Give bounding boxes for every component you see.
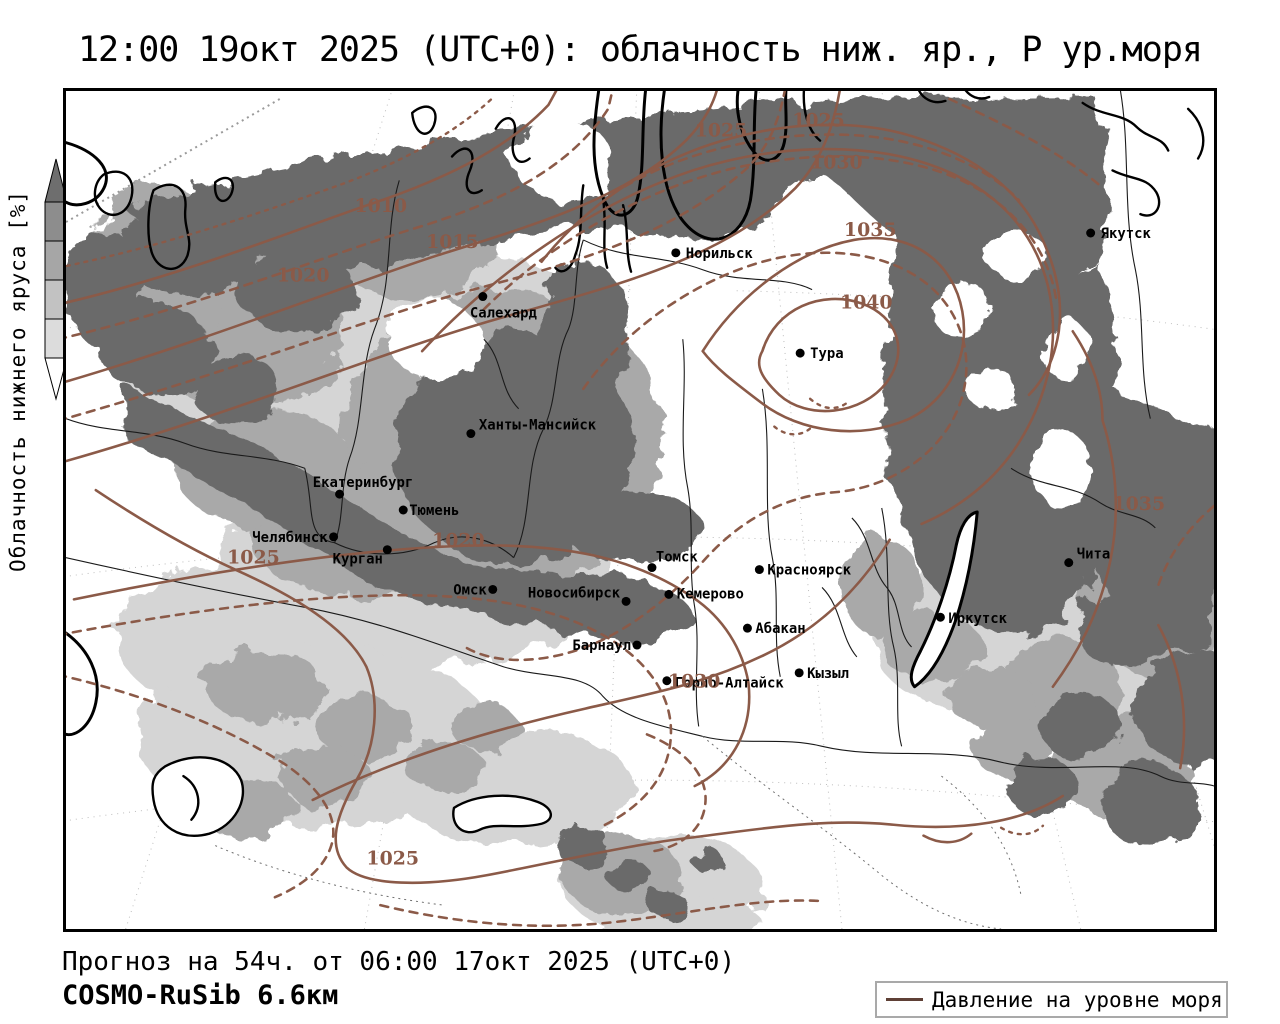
country-borders-dotted xyxy=(215,735,1022,929)
city-label: Курган xyxy=(333,552,383,568)
isobar-value-label: 1035 xyxy=(844,219,897,241)
city-label: Екатеринбург xyxy=(313,475,414,491)
isobar-value-label: 1025 xyxy=(792,110,845,132)
city-label: Якутск xyxy=(1101,226,1152,242)
city-label: Кемерово xyxy=(677,586,744,602)
city-dot xyxy=(329,532,339,542)
city-markers: Якутск Норильск Салехард Тура Ханты-Мансийск… xyxy=(252,226,1151,692)
city-dot xyxy=(671,248,681,258)
pressure-legend-line xyxy=(886,998,923,1001)
city-dot xyxy=(664,589,674,599)
city-dot xyxy=(382,545,392,555)
city-dot xyxy=(478,292,488,301)
legend-box: Давление на уровне моря xyxy=(875,981,1228,1018)
isobar-value-label: 1025 xyxy=(227,547,280,569)
city-dot xyxy=(488,584,498,594)
city-dot xyxy=(632,640,642,650)
pressure-legend-label: Давление на уровне моря xyxy=(932,987,1223,1012)
city-dot xyxy=(795,348,805,358)
isobar-value-label: 1020 xyxy=(432,530,485,552)
isobar-value-label: 1015 xyxy=(426,231,479,253)
city-dot xyxy=(335,489,345,499)
city-dot xyxy=(466,429,476,439)
forecast-info: Прогноз на 54ч. от 06:00 17окт 2025 (UTC… xyxy=(62,947,736,977)
isobar-value-label: 1020 xyxy=(277,265,330,287)
isobar-value-label: 1030 xyxy=(668,671,721,693)
weather-map: Якутск Норильск Салехард Тура Ханты-Мансийск… xyxy=(66,91,1214,929)
cloud-cover-field xyxy=(66,96,1214,929)
isobars-sea-level-pressure xyxy=(66,91,1214,928)
lake-balkhash xyxy=(452,794,552,834)
admin-borders xyxy=(66,91,1214,787)
city-label: Ханты-Мансийск xyxy=(479,418,597,434)
lake-baikal xyxy=(909,510,979,689)
city-dot xyxy=(794,668,804,678)
isobar-value-label: 1025 xyxy=(695,120,748,142)
city-label: Горно-Алтайск xyxy=(675,676,785,692)
colorbar-title: Облачность нижнего яруса [%] xyxy=(6,189,30,572)
city-label: Тюмень xyxy=(409,503,459,519)
city-label: Чита xyxy=(1077,547,1111,563)
city-label: Красноярск xyxy=(767,563,851,579)
city-label: Кызыл xyxy=(807,666,849,682)
city-label: Барнаул xyxy=(572,638,631,654)
coastlines xyxy=(66,91,1205,837)
page-title: 12:00 19окт 2025 (UTC+0): облачность ниж… xyxy=(77,30,1203,70)
city-dot xyxy=(742,623,752,633)
city-label: Салехард xyxy=(470,305,538,321)
isobar-value-label: 1040 xyxy=(840,291,893,313)
city-label: Челябинск xyxy=(252,530,328,546)
city-label: Абакан xyxy=(755,621,805,637)
city-dot xyxy=(647,563,657,573)
city-label: Норильск xyxy=(686,246,754,262)
city-dot xyxy=(662,676,672,686)
city-dot xyxy=(398,505,408,515)
city-dot xyxy=(754,565,764,575)
city-dot xyxy=(1064,558,1074,568)
city-label: Тура xyxy=(810,346,844,362)
city-dot xyxy=(621,596,631,606)
model-info: COSMO-RuSib 6.6км xyxy=(62,980,339,1011)
map-frame: Якутск Норильск Салехард Тура Ханты-Мансийск… xyxy=(63,88,1217,932)
city-dot xyxy=(1086,228,1096,238)
isobar-value-label: 1035 xyxy=(1113,493,1166,515)
isobar-value-label: 1025 xyxy=(366,847,419,869)
isobar-value-label: 1010 xyxy=(354,195,407,217)
isobar-labels: 1010 1015 1020 1025 1025 1030 1035 1040 1020 1025… xyxy=(227,110,1165,870)
isobar-value-label: 1030 xyxy=(810,151,863,173)
city-label: Новосибирск xyxy=(528,585,621,601)
colorbar-bottom-arrow xyxy=(44,357,68,401)
city-label: Омск xyxy=(453,582,487,598)
city-dot xyxy=(935,612,945,622)
city-label: Томск xyxy=(656,550,699,566)
city-label: Иркутск xyxy=(948,611,1007,627)
